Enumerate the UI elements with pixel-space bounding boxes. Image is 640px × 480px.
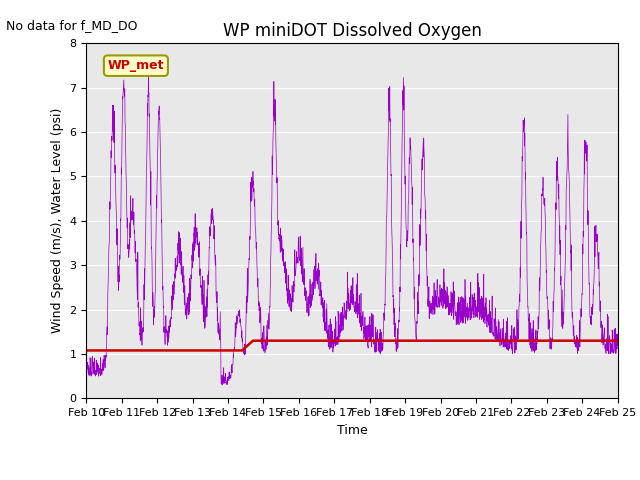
WP_ws [145, 74, 152, 80]
f_WaterLevel [249, 338, 257, 344]
Y-axis label: Wind Speed (m/s), Water Level (psi): Wind Speed (m/s), Water Level (psi) [51, 108, 64, 334]
Line: f_WaterLevel: f_WaterLevel [86, 341, 618, 350]
f_WaterLevel [230, 348, 238, 353]
Title: WP miniDOT Dissolved Oxygen: WP miniDOT Dissolved Oxygen [223, 22, 481, 40]
f_WaterLevel [379, 338, 387, 344]
f_WaterLevel [567, 338, 575, 344]
WP_ws [582, 139, 589, 145]
f_WaterLevel [367, 338, 375, 344]
WP_ws [368, 344, 376, 350]
WP_ws [231, 330, 239, 336]
f_WaterLevel [614, 338, 621, 344]
f_WaterLevel [582, 338, 589, 344]
f_WaterLevel [506, 338, 514, 344]
WP_ws [567, 267, 575, 273]
f_WaterLevel [83, 348, 90, 353]
Text: WP_met: WP_met [108, 59, 164, 72]
WP_ws [507, 335, 515, 341]
WP_ws [614, 342, 621, 348]
Line: WP_ws: WP_ws [86, 77, 618, 385]
WP_ws [380, 334, 387, 340]
Text: No data for f_MD_DO: No data for f_MD_DO [6, 19, 138, 32]
WP_ws [219, 382, 227, 388]
X-axis label: Time: Time [337, 424, 367, 437]
WP_ws [83, 363, 90, 369]
